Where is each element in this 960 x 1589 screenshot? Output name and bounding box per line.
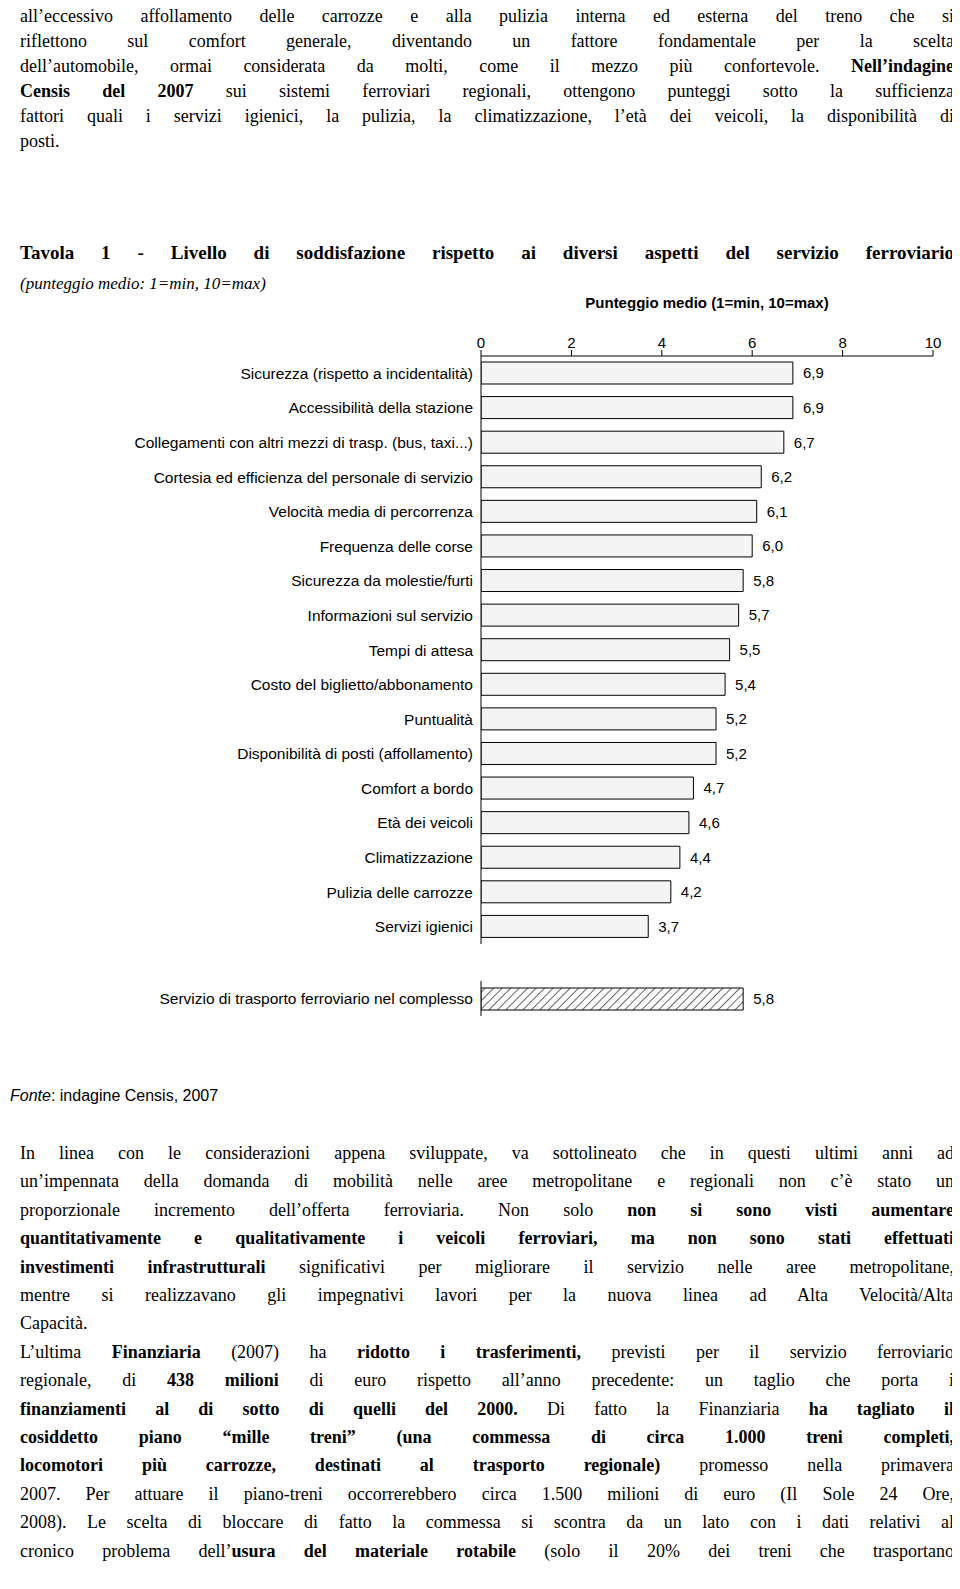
html-text:Tavola 1 - Livello di soddisfa: Tavola 1 - Livello di soddisfazione risp… bbox=[20, 242, 954, 263]
html-text:proporzionale incremento dell’: proporzionale incremento dell’offerta fe… bbox=[20, 1199, 954, 1220]
svg-text:5,2: 5,2 bbox=[726, 745, 747, 762]
html-text:un’impennata della domanda di: un’impennata della domanda di mobilità n… bbox=[20, 1171, 954, 1192]
html-text:regionale, di 438 milioni di e: regionale, di 438 milioni di euro rispet… bbox=[20, 1370, 954, 1391]
html-text:quantitativamente e qualitativ: quantitativamente e qualitativamente i v… bbox=[20, 1228, 954, 1249]
svg-text:0: 0 bbox=[477, 334, 485, 351]
svg-text:5,4: 5,4 bbox=[735, 676, 756, 693]
svg-text:6,2: 6,2 bbox=[771, 468, 792, 485]
svg-text:Climatizzazione: Climatizzazione bbox=[364, 849, 473, 866]
svg-text:Sicurezza (rispetto a incident: Sicurezza (rispetto a incidentalità) bbox=[240, 365, 473, 382]
svg-text:5,5: 5,5 bbox=[740, 641, 761, 658]
svg-text:4: 4 bbox=[658, 334, 666, 351]
svg-text:10: 10 bbox=[925, 334, 942, 351]
html-text:2007. Per attuare il piano-tre: 2007. Per attuare il piano-treni occorre… bbox=[20, 1483, 954, 1504]
html-text:finanziamenti al di sotto di q: finanziamenti al di sotto di quelli del … bbox=[20, 1398, 954, 1419]
svg-text:Velocità media di percorrenza: Velocità media di percorrenza bbox=[269, 503, 474, 520]
html-text:fattori quali i servizi igieni: fattori quali i servizi igienici, la pul… bbox=[20, 106, 954, 126]
svg-text:Servizio di trasporto ferrovia: Servizio di trasporto ferroviario nel co… bbox=[159, 990, 473, 1007]
html-text:posti.: posti. bbox=[20, 131, 60, 151]
svg-text:2: 2 bbox=[567, 334, 575, 351]
svg-text:Costo del biglietto/abbonament: Costo del biglietto/abbonamento bbox=[251, 676, 473, 693]
svg-text:3,7: 3,7 bbox=[658, 918, 679, 935]
html-text:In linea con le considerazioni: In linea con le considerazioni appena sv… bbox=[20, 1143, 954, 1163]
svg-text:Comfort a bordo: Comfort a bordo bbox=[361, 780, 473, 797]
html-text:Fonte: indagine Censis, 2007: Fonte: indagine Censis, 2007 bbox=[10, 1087, 219, 1104]
svg-text:5,7: 5,7 bbox=[749, 606, 770, 623]
svg-text:6,7: 6,7 bbox=[794, 434, 815, 451]
html-text:mentre si realizzavano gli imp: mentre si realizzavano gli impegnativi l… bbox=[20, 1285, 954, 1305]
html-text:riflettono sul comfort general: riflettono sul comfort generale, diventa… bbox=[20, 31, 954, 51]
svg-text:4,4: 4,4 bbox=[690, 849, 711, 866]
html-text:investimenti infrastrutturali: investimenti infrastrutturali significat… bbox=[20, 1256, 954, 1277]
html-text:(punteggio medio: 1=min, 10=ma: (punteggio medio: 1=min, 10=max) bbox=[20, 274, 266, 293]
svg-text:Pulizia delle carrozze: Pulizia delle carrozze bbox=[327, 884, 473, 901]
svg-text:6,0: 6,0 bbox=[762, 537, 783, 554]
svg-text:5,8: 5,8 bbox=[753, 572, 774, 589]
svg-text:Servizi igienici: Servizi igienici bbox=[375, 918, 473, 935]
svg-text:Età dei veicoli: Età dei veicoli bbox=[377, 814, 473, 831]
svg-text:Disponibilità di posti (affoll: Disponibilità di posti (affollamento) bbox=[237, 745, 473, 762]
svg-text:Tempi di attesa: Tempi di attesa bbox=[369, 642, 474, 659]
html-text:L’ultima Finanziaria (2007) ha: L’ultima Finanziaria (2007) ha ridotto i… bbox=[20, 1341, 954, 1362]
svg-text:Accessibilità della stazione: Accessibilità della stazione bbox=[289, 399, 473, 416]
svg-text:4,2: 4,2 bbox=[681, 883, 702, 900]
svg-text:6,9: 6,9 bbox=[803, 364, 824, 381]
svg-text:8: 8 bbox=[838, 334, 846, 351]
html-text:Punteggio medio (1=min, 10=max: Punteggio medio (1=min, 10=max) bbox=[585, 294, 829, 311]
html-text:locomotori più carrozze, desti: locomotori più carrozze, destinati al tr… bbox=[20, 1455, 954, 1476]
svg-text:6: 6 bbox=[748, 334, 756, 351]
html-text:Censis del 2007 sui sistemi fe: Censis del 2007 sui sistemi ferroviari r… bbox=[20, 81, 954, 101]
svg-text:Puntualità: Puntualità bbox=[404, 711, 473, 728]
svg-text:4,7: 4,7 bbox=[703, 779, 724, 796]
svg-text:Sicurezza da molestie/furti: Sicurezza da molestie/furti bbox=[291, 572, 473, 589]
svg-text:Informazioni sul servizio: Informazioni sul servizio bbox=[308, 607, 473, 624]
html-text:Capacità.: Capacità. bbox=[20, 1313, 88, 1334]
html-text:cronico problema dell’ usura d: cronico problema dell’ usura del materia… bbox=[20, 1540, 954, 1561]
svg-text:4,6: 4,6 bbox=[699, 814, 720, 831]
html-text:dell’automobile, ormai conside: dell’automobile, ormai considerata da mo… bbox=[20, 56, 954, 76]
html-text:2008). Le scelta di bloccare d: 2008). Le scelta di bloccare di fatto la… bbox=[20, 1512, 954, 1533]
html-text:cosiddetto piano “mille treni”: cosiddetto piano “mille treni” (una comm… bbox=[20, 1427, 954, 1447]
svg-text:6,1: 6,1 bbox=[767, 503, 788, 520]
svg-text:Cortesia ed efficienza del per: Cortesia ed efficienza del personale di … bbox=[154, 469, 473, 486]
svg-text:6,9: 6,9 bbox=[803, 399, 824, 416]
svg-text:Frequenza delle corse: Frequenza delle corse bbox=[320, 538, 473, 555]
html-text:all’eccessivo affollamento del: all’eccessivo affollamento delle carrozz… bbox=[20, 6, 954, 26]
svg-text:5,2: 5,2 bbox=[726, 710, 747, 727]
svg-text:5,8: 5,8 bbox=[753, 990, 774, 1007]
svg-text:Collegamenti con altri mezzi d: Collegamenti con altri mezzi di trasp. (… bbox=[134, 434, 473, 451]
